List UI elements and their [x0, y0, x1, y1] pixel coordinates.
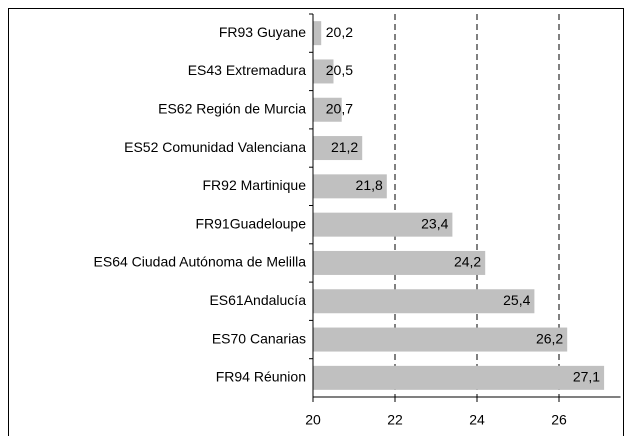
bar: [313, 97, 342, 122]
value-label: 21,8: [356, 177, 383, 193]
x-tick-label: 22: [387, 412, 403, 428]
y-tick-label: ES62 Región de Murcia: [158, 100, 306, 116]
bar: [313, 212, 453, 237]
y-tick-label: ES64 Ciudad Autónoma de Melilla: [94, 254, 307, 270]
y-tick-label: FR92 Martinique: [203, 177, 307, 193]
bar: [313, 289, 535, 314]
chart-frame: [8, 8, 624, 436]
x-tick-label: 20: [305, 412, 321, 428]
value-label: 21,2: [331, 139, 358, 155]
bar: [313, 327, 568, 352]
bar: [313, 174, 387, 199]
value-label: 24,2: [454, 254, 481, 270]
y-tick-label: ES61Andalucía: [209, 292, 306, 308]
x-tick-label: 26: [551, 412, 567, 428]
y-tick-label: ES52 Comunidad Valenciana: [124, 139, 306, 155]
bar: [313, 21, 322, 46]
bar: [313, 365, 605, 390]
y-tick-label: ES43 Extremadura: [188, 62, 306, 78]
value-label: 20,5: [326, 62, 353, 78]
y-tick-label: FR94 Réunion: [216, 369, 306, 385]
bar: [313, 250, 486, 275]
value-label: 23,4: [421, 215, 448, 231]
y-tick-label: ES70 Canarias: [212, 330, 306, 346]
y-tick-label: FR91Guadeloupe: [195, 215, 306, 231]
y-tick-label: FR93 Guyane: [219, 24, 306, 40]
value-label: 20,2: [326, 24, 353, 40]
bar: [313, 59, 334, 84]
value-label: 27,1: [573, 369, 600, 385]
x-tick-label: 24: [469, 412, 485, 428]
bar: [313, 136, 363, 161]
value-label: 26,2: [536, 330, 563, 346]
value-label: 25,4: [503, 292, 530, 308]
value-label: 20,7: [326, 100, 353, 116]
